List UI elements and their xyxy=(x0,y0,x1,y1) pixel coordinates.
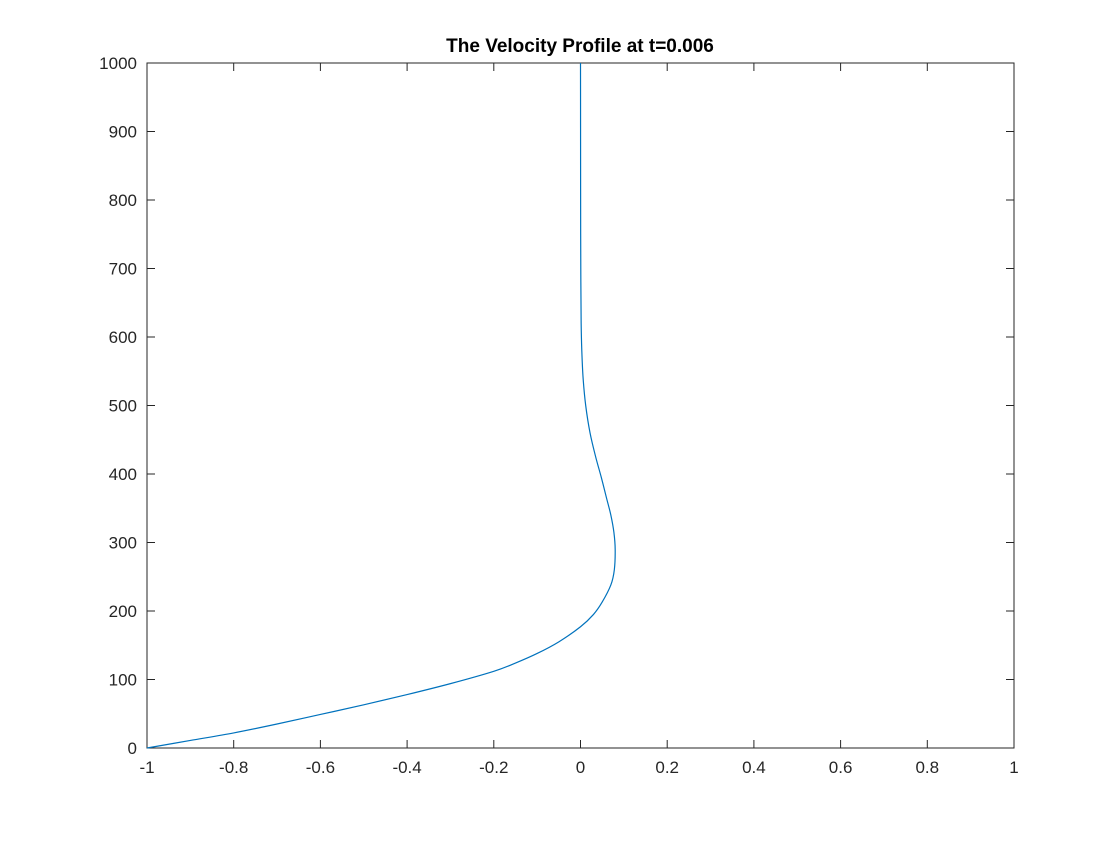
y-tick-label: 0 xyxy=(128,739,137,758)
y-tick-label: 1000 xyxy=(99,54,137,73)
x-tick-label: 0.8 xyxy=(915,758,939,777)
x-tick-label: 0.4 xyxy=(742,758,766,777)
x-tick-label: 0.6 xyxy=(829,758,853,777)
y-tick-label: 400 xyxy=(109,465,137,484)
x-tick-label: -0.4 xyxy=(392,758,421,777)
x-tick-label: -0.2 xyxy=(479,758,508,777)
axis-ticks xyxy=(146,62,1015,749)
x-tick-label: -0.8 xyxy=(219,758,248,777)
y-tick-label: 200 xyxy=(109,602,137,621)
x-tick-label: -1 xyxy=(139,758,154,777)
y-tick-label: 800 xyxy=(109,191,137,210)
x-tick-label: 1 xyxy=(1009,758,1018,777)
axis-tick-labels: -1 -0.8 -0.6 -0.4 -0.2 0 0.2 0.4 0.6 0.8 1 0 100 200 3… xyxy=(99,54,1019,777)
x-tick-label: 0 xyxy=(576,758,585,777)
velocity-series-line xyxy=(146,62,616,749)
y-tick-label: 700 xyxy=(109,260,137,279)
y-tick-label: 300 xyxy=(109,534,137,553)
chart-title: The Velocity Profile at t=0.006 xyxy=(446,36,714,57)
y-tick-label: 600 xyxy=(109,328,137,347)
series-group xyxy=(146,62,616,749)
y-tick-label: 500 xyxy=(109,397,137,416)
y-tick-label: 900 xyxy=(109,123,137,142)
x-tick-label: 0.2 xyxy=(655,758,679,777)
y-tick-label: 100 xyxy=(109,671,137,690)
x-tick-label: -0.6 xyxy=(306,758,335,777)
